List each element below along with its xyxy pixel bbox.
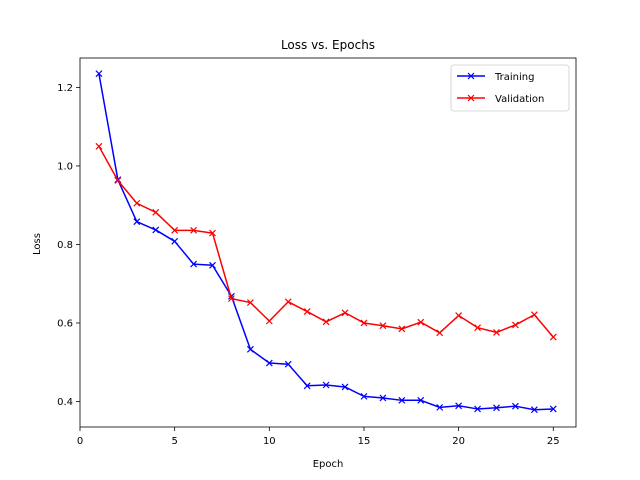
data-point-training <box>209 261 216 269</box>
x-axis-label: Epoch <box>313 459 344 470</box>
data-point-validation <box>114 177 122 184</box>
data-point-training <box>133 218 141 226</box>
legend-marker-training <box>467 72 475 80</box>
data-point-training <box>265 359 273 367</box>
data-point-validation <box>133 199 141 207</box>
legend: Training Validation <box>450 64 570 112</box>
data-point-validation <box>455 312 463 319</box>
x-tick-label: 20 <box>452 436 465 447</box>
data-point-training <box>246 345 254 353</box>
data-point-validation <box>398 325 406 333</box>
data-point-validation <box>360 319 368 327</box>
data-point-training <box>398 396 406 404</box>
data-point-training <box>530 406 538 414</box>
y-tick-label: 0.4 <box>57 397 73 408</box>
data-point-validation <box>379 322 387 330</box>
data-point-validation <box>246 299 254 306</box>
data-point-validation <box>493 328 500 336</box>
data-point-training <box>152 226 160 234</box>
y-tick-label: 0.6 <box>57 318 73 329</box>
x-tick-label: 0 <box>77 436 83 447</box>
data-point-validation <box>322 318 330 326</box>
plot-frame <box>79 57 577 428</box>
legend-marker-validation <box>467 94 475 102</box>
legend-label-training: Training <box>494 72 534 83</box>
data-point-validation <box>511 321 519 329</box>
x-tick-label: 25 <box>547 436 560 447</box>
data-point-training <box>341 383 349 391</box>
data-point-validation <box>341 309 349 317</box>
data-point-training <box>190 260 198 268</box>
data-point-validation <box>228 295 235 303</box>
data-point-validation <box>530 311 538 319</box>
data-point-training <box>511 402 519 410</box>
data-point-validation <box>284 298 292 306</box>
data-point-validation <box>95 142 103 150</box>
y-tick-label: 1.2 <box>57 83 73 94</box>
data-point-validation <box>152 208 160 216</box>
data-point-training <box>360 392 368 400</box>
x-tick-label: 10 <box>263 436 276 447</box>
series-line-training <box>98 73 554 411</box>
data-point-training <box>417 396 425 404</box>
series-line-validation <box>98 145 554 338</box>
data-point-training <box>493 404 500 412</box>
data-point-validation <box>417 318 425 326</box>
data-point-validation <box>303 308 311 316</box>
data-point-training <box>303 382 311 390</box>
y-tick-label: 1.0 <box>57 161 73 172</box>
data-point-validation <box>436 329 444 337</box>
legend-label-validation: Validation <box>495 94 544 105</box>
x-tick-label: 15 <box>358 436 371 447</box>
data-point-training <box>455 402 463 410</box>
data-point-validation <box>209 229 216 237</box>
data-point-training <box>171 237 179 245</box>
data-point-validation <box>474 324 481 332</box>
data-point-training <box>284 360 292 368</box>
x-tick-label: 5 <box>171 436 177 447</box>
y-axis-label: Loss <box>32 233 43 255</box>
data-point-training <box>379 394 387 402</box>
data-point-validation <box>171 226 179 234</box>
y-tick-label: 0.8 <box>57 240 73 251</box>
data-point-training <box>436 403 444 411</box>
chart-title: Loss vs. Epochs <box>281 38 375 52</box>
data-point-training <box>549 405 557 413</box>
data-point-training <box>474 405 481 413</box>
data-point-validation <box>265 317 273 325</box>
data-point-validation <box>549 333 557 341</box>
data-point-validation <box>190 226 198 234</box>
data-point-training <box>322 381 330 389</box>
data-point-training <box>95 70 103 78</box>
